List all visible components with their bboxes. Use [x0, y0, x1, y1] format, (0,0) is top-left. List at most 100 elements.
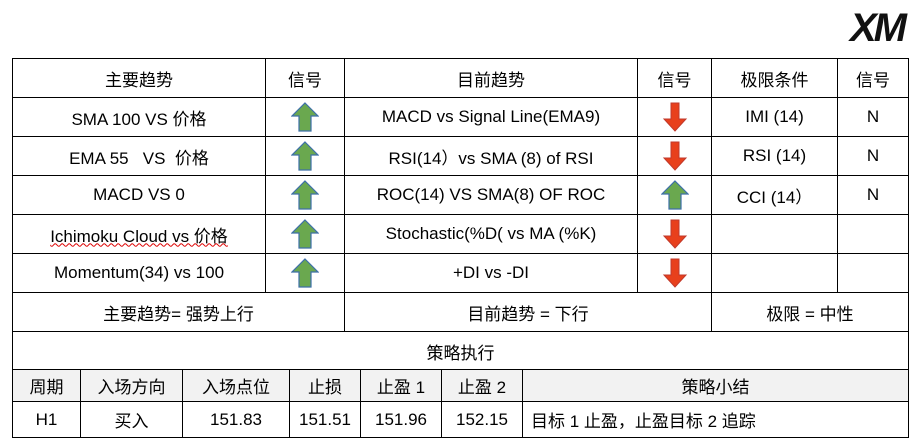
- header-text: 信号: [657, 70, 692, 90]
- header-cell: 止盈 2: [441, 369, 523, 402]
- cell: [637, 136, 712, 176]
- header-cell: 信号: [265, 58, 345, 98]
- cell: 目标 1 止盈，止盈目标 2 追踪: [522, 401, 909, 438]
- strategy-header-row: 周期 入场方向 入场点位 止损 止盈 1 止盈 2 策略小结: [12, 369, 909, 402]
- main-trend: MACD VS 0: [93, 185, 185, 204]
- header-cell: 主要趋势: [12, 58, 266, 98]
- row: SMA 100 VS 价格 MACD vs Signal Line(EMA9) …: [12, 97, 909, 137]
- up-arrow: [291, 219, 319, 249]
- header-text: 主要趋势: [105, 70, 173, 90]
- header-row: 主要趋势 信号 目前趋势 信号 极限条件 信号: [12, 58, 909, 98]
- cell: 主要趋势= 强势上行: [12, 292, 345, 332]
- main-trend: Ichimoku Cloud vs 价格: [50, 226, 228, 246]
- arrow-shape: [662, 219, 687, 249]
- arrow-shape: [662, 141, 687, 171]
- cell: 151.51: [289, 401, 361, 438]
- cell: [265, 175, 345, 215]
- cell: 极限 = 中性: [711, 292, 909, 332]
- cell: MACD vs Signal Line(EMA9): [344, 97, 638, 137]
- limit-condition: RSI (14): [742, 146, 807, 165]
- cell: 策略执行: [12, 331, 909, 371]
- header-cell: 止损: [289, 369, 361, 402]
- row: Momentum(34) vs 100 +DI vs -DI: [12, 253, 909, 293]
- header-text: 入场点位: [202, 378, 270, 397]
- header-cell: 目前趋势: [344, 58, 638, 98]
- arrow-shape: [662, 102, 687, 132]
- down-arrow: [662, 102, 687, 132]
- cell: [837, 253, 909, 293]
- arrow-shape: [291, 258, 319, 288]
- cell: 买入: [80, 401, 183, 438]
- arrow-shape: [291, 102, 319, 132]
- signal-table: 主要趋势 信号 目前趋势 信号 极限条件 信号 SMA 100 VS 价格 MA…: [12, 58, 909, 371]
- current-trend: MACD vs Signal Line(EMA9): [381, 107, 601, 126]
- cell: N: [837, 97, 909, 137]
- cell: [265, 136, 345, 176]
- main-trend: SMA 100 VS 价格: [71, 109, 207, 129]
- header-text: 入场方向: [97, 378, 166, 397]
- cell: Momentum(34) vs 100: [12, 253, 266, 293]
- up-arrow: [291, 141, 319, 171]
- main-trend: Momentum(34) vs 100: [53, 263, 225, 282]
- cell: CCI (14）: [711, 175, 838, 215]
- arrow-shape: [291, 219, 319, 249]
- current-trend: Stochastic(%D( vs MA (%K): [385, 224, 597, 243]
- cell: 152.15: [441, 401, 523, 438]
- down-arrow: [662, 219, 687, 249]
- cell: Stochastic(%D( vs MA (%K): [344, 214, 638, 254]
- cell: [637, 97, 712, 137]
- cell: IMI (14): [711, 97, 838, 137]
- cell: 151.96: [360, 401, 442, 438]
- cell: SMA 100 VS 价格: [12, 97, 266, 137]
- header-text: 信号: [288, 70, 322, 90]
- cell: [265, 253, 345, 293]
- cell: 目前趋势 = 下行: [344, 292, 712, 332]
- down-arrow: [662, 141, 687, 171]
- cell: [711, 214, 838, 254]
- up-arrow: [291, 258, 319, 288]
- summary-text: 极限 = 中性: [766, 304, 854, 324]
- row: MACD VS 0 ROC(14) VS SMA(8) OF ROC CCI (…: [12, 175, 909, 215]
- cell: ROC(14) VS SMA(8) OF ROC: [344, 175, 638, 215]
- header-cell: 极限条件: [711, 58, 838, 98]
- cell: [837, 214, 909, 254]
- header-text: 止损: [308, 378, 342, 397]
- arrow-shape: [660, 180, 689, 210]
- limit-condition: IMI (14): [745, 107, 804, 126]
- header-cell: 周期: [12, 369, 81, 402]
- cell: [265, 97, 345, 137]
- header-text: 止盈 2: [457, 378, 507, 397]
- header-cell: 信号: [637, 58, 712, 98]
- header-text: 信号: [856, 70, 890, 90]
- current-trend: +DI vs -DI: [452, 263, 530, 282]
- summary-text: 主要趋势= 强势上行: [103, 304, 254, 324]
- summary-text: 目前趋势 = 下行: [467, 304, 589, 324]
- limit-signal: N: [866, 107, 880, 126]
- period: H1: [35, 409, 58, 429]
- summary: 目标 1 止盈，止盈目标 2 追踪: [531, 412, 756, 431]
- cell: 151.83: [182, 401, 290, 438]
- strategy-title: 策略执行: [426, 343, 495, 363]
- cell: RSI (14): [711, 136, 838, 176]
- current-trend: RSI(14）vs SMA (8) of RSI: [388, 148, 594, 168]
- current-trend: ROC(14) VS SMA(8) OF ROC: [376, 185, 606, 204]
- arrow-shape: [662, 258, 687, 288]
- take-profit-2: 152.15: [456, 409, 508, 429]
- cell: N: [837, 175, 909, 215]
- arrow-shape: [291, 141, 319, 171]
- cell: [637, 214, 712, 254]
- row: EMA 55 VS 价格 RSI(14）vs SMA (8) of RSI RS…: [12, 136, 909, 176]
- take-profit-1: 151.96: [375, 409, 427, 429]
- header-cell: 入场点位: [182, 369, 290, 402]
- header-text: 目前趋势: [457, 70, 525, 90]
- main-trend: EMA 55 VS 价格: [69, 148, 209, 168]
- logo: XM: [850, 6, 907, 50]
- up-arrow: [291, 180, 319, 210]
- summary-row: 主要趋势= 强势上行 目前趋势 = 下行 极限 = 中性: [12, 292, 909, 332]
- cell: H1: [12, 401, 81, 438]
- row: Ichimoku Cloud vs 价格 Stochastic(%D( vs M…: [12, 214, 909, 254]
- cell: RSI(14）vs SMA (8) of RSI: [344, 136, 638, 176]
- down-arrow: [662, 258, 687, 288]
- cell: Ichimoku Cloud vs 价格: [12, 214, 266, 254]
